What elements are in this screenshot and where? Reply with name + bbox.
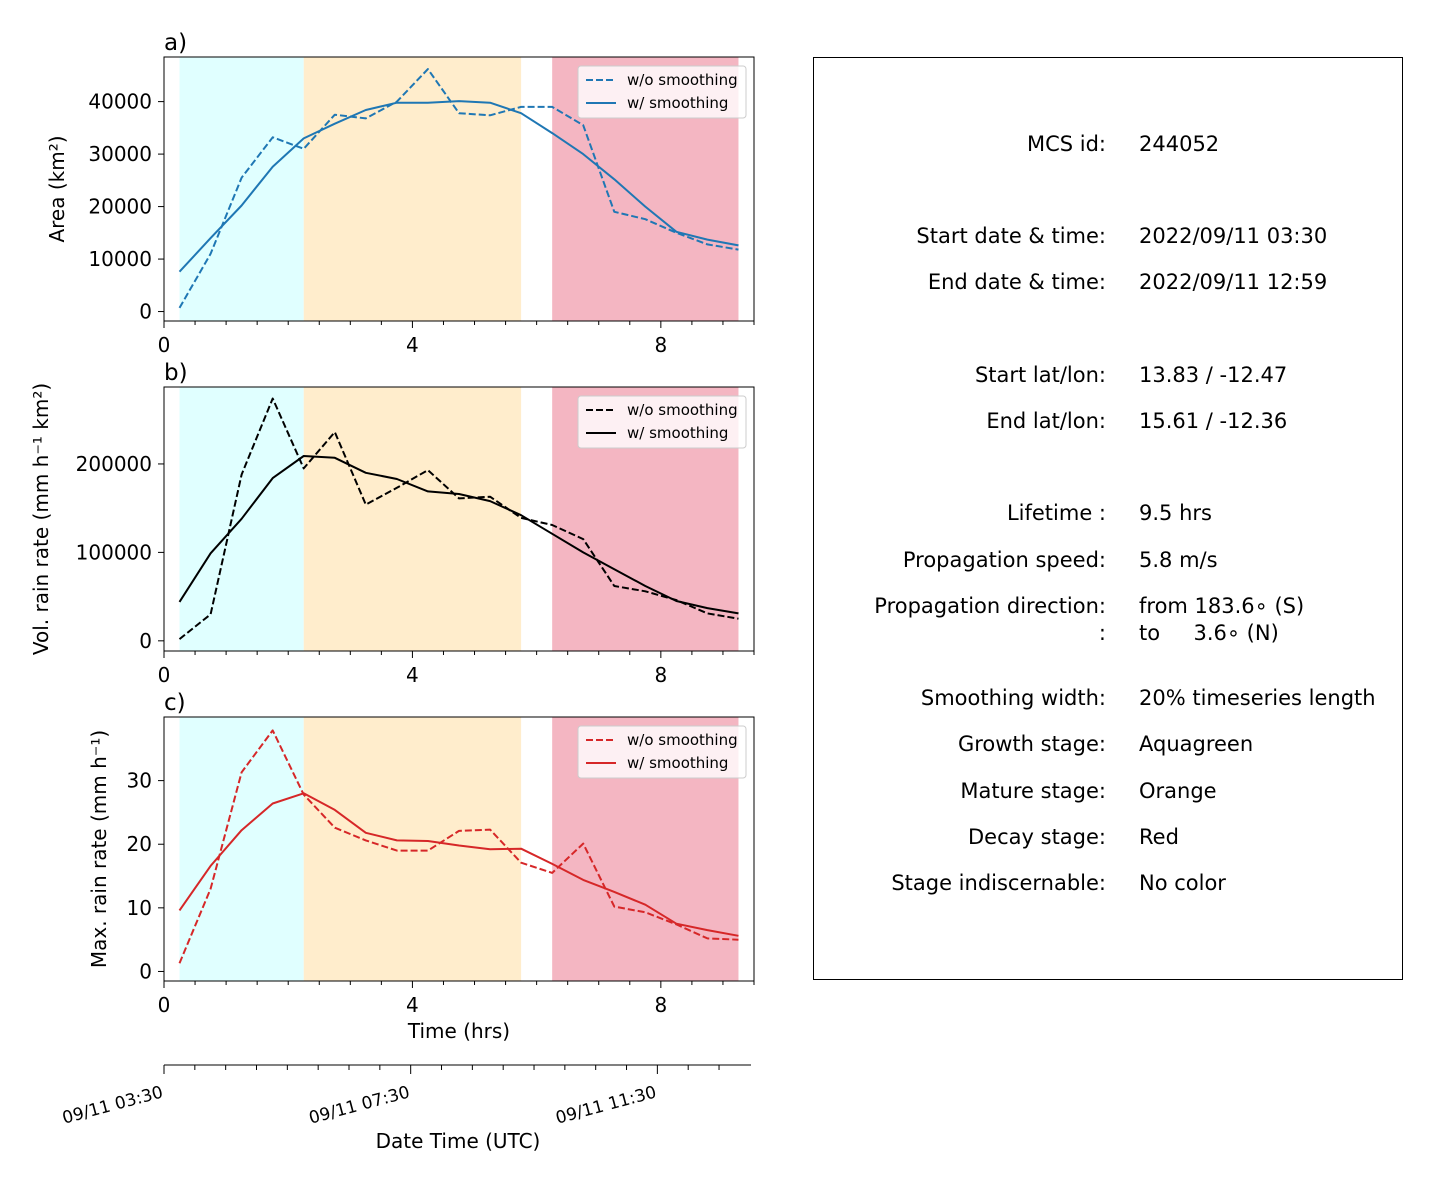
- legend-label: w/ smoothing: [627, 94, 728, 112]
- info-value: 20% timeseries length: [1139, 686, 1376, 710]
- info-value: Aquagreen: [1139, 732, 1254, 756]
- legend-label: w/o smoothing: [627, 401, 738, 419]
- x-tick-label: 4: [406, 333, 419, 357]
- info-label: Propagation speed:: [902, 548, 1106, 572]
- legend-label: w/o smoothing: [627, 71, 738, 89]
- info-value: 13.83 / -12.47: [1139, 363, 1288, 387]
- stage-band-growth: [179, 717, 304, 981]
- x-tick-label: 4: [406, 663, 419, 687]
- mcs-info-box: MCS id: 244052 Start date & time: 2022/0…: [813, 57, 1403, 980]
- legend-box: [577, 725, 747, 779]
- datetime-tick-label: 09/11 03:30: [60, 1083, 165, 1129]
- x-tick-label: 0: [158, 663, 171, 687]
- info-label: MCS id:: [1026, 132, 1106, 156]
- datetime-axis-label: Date Time (UTC): [376, 1129, 541, 1153]
- series-line-unsmoothed: [178, 68, 739, 309]
- x-tick-label: 8: [654, 333, 667, 357]
- info-label: Start date & time:: [916, 224, 1106, 248]
- y-tick-label: 0: [139, 629, 152, 653]
- info-label: Start lat/lon:: [974, 363, 1106, 387]
- info-label: Decay stage:: [968, 825, 1106, 849]
- x-tick-label: 8: [654, 993, 667, 1017]
- y-axis-label: Max. rain rate (mm h⁻¹): [87, 730, 111, 968]
- x-axis-label: Time (hrs): [407, 1019, 510, 1043]
- series-line-smoothed: [178, 100, 739, 273]
- info-label: End date & time:: [927, 270, 1106, 294]
- info-label: Stage indiscernable:: [891, 871, 1106, 895]
- y-tick-label: 20000: [88, 195, 152, 219]
- datetime-tick-label: 09/11 11:30: [554, 1083, 659, 1129]
- x-tick-label: 4: [406, 993, 419, 1017]
- y-tick-label: 30: [127, 769, 152, 793]
- y-tick-label: 10000: [88, 247, 152, 271]
- stage-band-mature: [303, 387, 522, 651]
- info-value: 15.61 / -12.36: [1139, 409, 1288, 433]
- info-value: 2022/09/11 03:30: [1139, 224, 1328, 248]
- legend-box: [577, 395, 747, 449]
- y-tick-label: 0: [139, 959, 152, 983]
- axes-frame: [163, 716, 755, 982]
- info-value: from 183.6∘ (S): [1139, 594, 1305, 618]
- y-axis-label: Vol. rain rate (mm h⁻¹ km²): [29, 383, 53, 655]
- info-value: 244052: [1139, 132, 1220, 156]
- info-label: Growth stage:: [957, 732, 1106, 756]
- info-label: :: [1098, 621, 1106, 645]
- x-tick-label: 0: [158, 333, 171, 357]
- axes-frame: [163, 386, 755, 652]
- info-value: 5.8 m/s: [1139, 548, 1218, 572]
- y-tick-label: 100000: [76, 540, 152, 564]
- stage-band-growth: [179, 57, 304, 321]
- x-tick-label: 0: [158, 993, 171, 1017]
- y-tick-label: 30000: [88, 142, 152, 166]
- info-label: Mature stage:: [960, 779, 1106, 803]
- legend-label: w/o smoothing: [627, 731, 738, 749]
- info-label: Lifetime :: [1006, 501, 1106, 525]
- y-tick-label: 40000: [88, 90, 152, 114]
- panel-label: a): [164, 30, 187, 56]
- series-line-smoothed: [178, 455, 739, 615]
- y-axis-label: Area (km²): [45, 135, 69, 242]
- info-label: Smoothing width:: [920, 686, 1106, 710]
- x-tick-label: 8: [654, 663, 667, 687]
- info-label: End lat/lon:: [986, 409, 1106, 433]
- y-tick-label: 10: [127, 896, 152, 920]
- info-value: No color: [1139, 871, 1226, 895]
- y-tick-label: 20: [127, 832, 152, 856]
- legend-label: w/ smoothing: [627, 754, 728, 772]
- info-value: to 3.6∘ (N): [1139, 621, 1279, 645]
- info-label: Propagation direction:: [874, 594, 1106, 618]
- legend-label: w/ smoothing: [627, 424, 728, 442]
- datetime-tick-label: 09/11 07:30: [307, 1083, 412, 1129]
- legend-box: [577, 65, 747, 119]
- series-line-unsmoothed: [178, 397, 739, 640]
- series-line-smoothed: [178, 792, 739, 937]
- panel-label: b): [164, 360, 188, 386]
- info-value: Orange: [1139, 779, 1217, 803]
- info-value: 2022/09/11 12:59: [1139, 270, 1328, 294]
- y-tick-label: 0: [139, 300, 152, 324]
- panel-label: c): [164, 690, 186, 716]
- series-line-unsmoothed: [178, 729, 739, 964]
- axes-frame: [163, 56, 755, 322]
- stage-band-mature: [303, 57, 522, 321]
- info-value: 9.5 hrs: [1139, 501, 1212, 525]
- y-tick-label: 200000: [76, 452, 152, 476]
- info-value: Red: [1139, 825, 1179, 849]
